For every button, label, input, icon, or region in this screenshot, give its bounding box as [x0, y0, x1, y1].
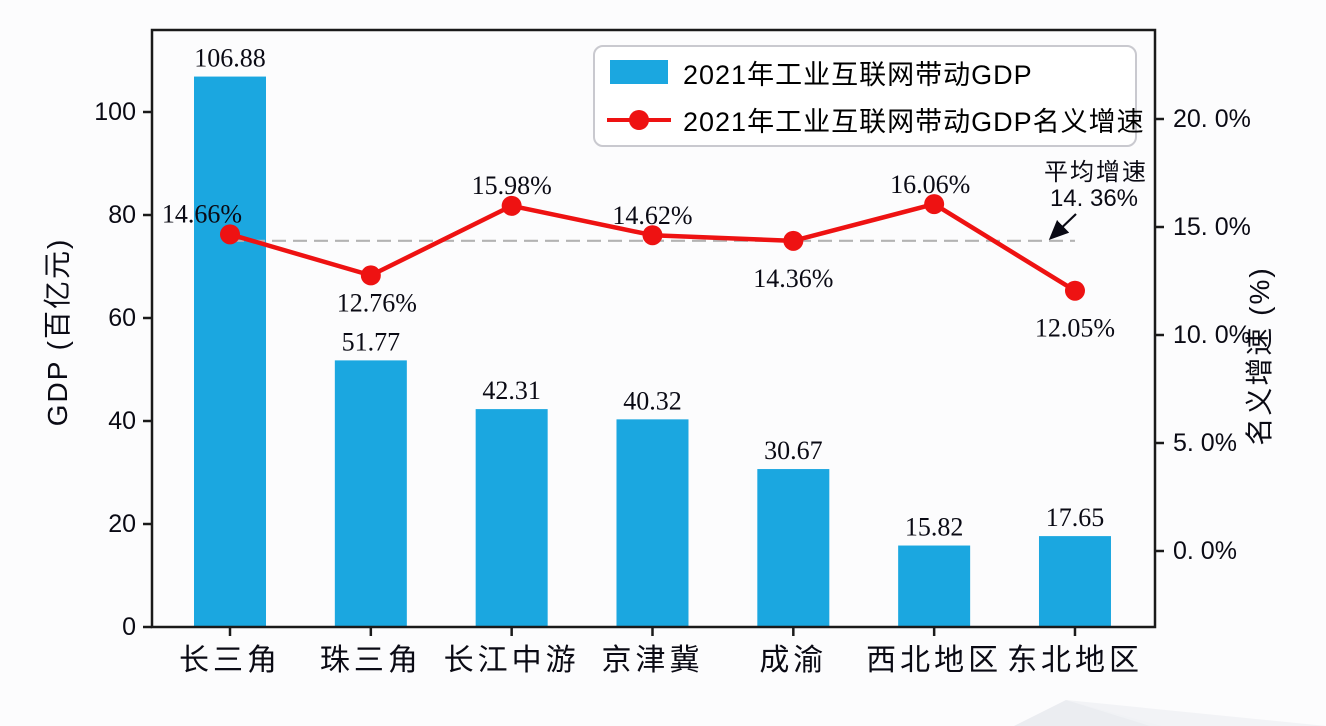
left-tick-label-0: 0: [122, 613, 136, 641]
watermark-shape: [1066, 700, 1326, 726]
plot-border: [150, 28, 1157, 629]
line-marker-swatch-icon: [607, 109, 671, 130]
left-axis-title: GDP (百亿元): [42, 237, 73, 427]
left-tick-label-5: 100: [94, 98, 136, 126]
bar-1: [334, 360, 407, 627]
legend-item-gdp: 2021年工业互联网带动GDP: [595, 50, 1135, 94]
left-tick-label-1: 20: [108, 510, 136, 538]
legend-bar-swatch-area: [595, 60, 683, 85]
point-label-4: 14.36%: [753, 264, 833, 293]
bar-3: [616, 419, 689, 627]
bar-swatch-icon: [610, 60, 668, 85]
x-tick-label-1: 珠三角: [320, 644, 422, 677]
x-tick-label-4: 成渝: [759, 644, 827, 677]
bar-value-label-0: 106.88: [194, 44, 266, 73]
left-tick-label-4: 80: [108, 201, 136, 229]
right-axis-title: 名义增速 (%): [1244, 266, 1275, 446]
x-tick-label-0: 长三角: [179, 644, 281, 677]
point-label-5: 16.06%: [890, 170, 970, 199]
left-tick-label-3: 60: [108, 304, 136, 332]
bar-value-label-3: 40.32: [623, 386, 682, 415]
line-marker-0: [220, 224, 240, 245]
x-tick-label-3: 京津冀: [601, 644, 703, 677]
line-marker-6: [1064, 280, 1085, 301]
avg-annotation-line2: 14. 36%: [1050, 185, 1138, 212]
bar-value-label-1: 51.77: [342, 327, 401, 356]
bar-6: [1038, 536, 1111, 627]
bar-2: [475, 409, 548, 627]
left-tick-label-2: 40: [108, 407, 136, 435]
bar-value-label-5: 15.82: [905, 513, 964, 542]
legend-label-gdp: 2021年工业互联网带动GDP: [683, 59, 1033, 90]
point-label-1: 12.76%: [337, 288, 417, 317]
watermark-shape: [1014, 700, 1162, 726]
legend: 2021年工业互联网带动GDP 2021年工业互联网带动GDP名义增速: [593, 45, 1144, 147]
point-label-3: 14.62%: [612, 201, 692, 230]
bar-value-label-4: 30.67: [764, 436, 823, 465]
right-tick-label-3: 15. 0%: [1173, 213, 1251, 241]
point-label-0: 14.66%: [162, 199, 242, 228]
avg-annotation-arrow-icon: [1048, 213, 1077, 241]
line-marker-2: [501, 195, 522, 216]
x-tick-label-6: 东北地区: [1007, 644, 1143, 677]
bar-4: [757, 469, 830, 627]
line-marker-3: [642, 225, 663, 246]
legend-line-swatch-area: [595, 109, 683, 130]
avg-annotation-line1: 平均增速: [1044, 159, 1148, 186]
bar-value-label-2: 42.31: [482, 376, 541, 405]
right-tick-label-0: 0. 0%: [1173, 537, 1237, 565]
legend-label-growth: 2021年工业互联网带动GDP名义增速: [683, 107, 1145, 138]
right-tick-label-4: 20. 0%: [1173, 105, 1251, 133]
point-label-2: 15.98%: [472, 171, 552, 200]
legend-item-growth: 2021年工业互联网带动GDP名义增速: [595, 98, 1144, 142]
bar-5: [898, 545, 971, 627]
x-tick-label-5: 西北地区: [866, 644, 1002, 677]
bar-0: [194, 76, 266, 628]
right-tick-label-2: 10. 0%: [1173, 321, 1251, 349]
right-tick-label-1: 5. 0%: [1173, 429, 1237, 457]
line-marker-1: [360, 265, 381, 286]
line-marker-5: [924, 194, 945, 215]
bar-value-label-6: 17.65: [1046, 503, 1105, 532]
line-marker-4: [783, 230, 804, 251]
point-label-6: 12.05%: [1035, 314, 1115, 343]
x-tick-label-2: 长江中游: [444, 644, 580, 677]
